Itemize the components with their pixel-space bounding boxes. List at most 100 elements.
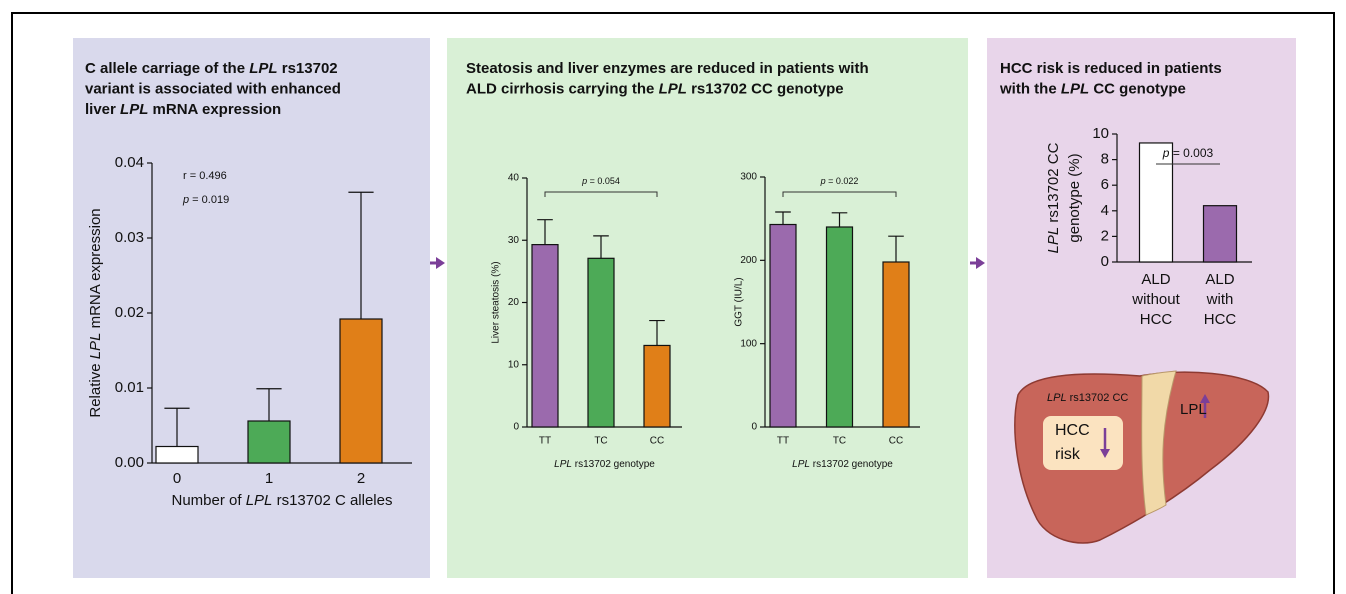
y-tick-label: 0 (1101, 253, 1109, 270)
panel-heading-run: C allele carriage of the (85, 60, 249, 77)
y-axis-label: Liver steatosis (%) (491, 261, 502, 343)
y-axis-label-run: mRNA expression (87, 208, 104, 332)
panel-heading: variant is associated with enhanced (85, 80, 341, 97)
y-axis-label-run: LPL (1045, 227, 1062, 254)
p-value: p = 0.003 (1162, 146, 1214, 160)
y-tick-label: 200 (740, 255, 757, 266)
p-value-run: = 0.003 (1169, 146, 1213, 160)
panel-heading: liver LPL mRNA expression (85, 101, 281, 118)
x-tick-label: HCC (1140, 311, 1173, 328)
panel-heading: HCC risk is reduced in patients (1000, 60, 1222, 77)
x-tick-label: TC (833, 436, 846, 447)
panel-heading: C allele carriage of the LPL rs13702 (85, 60, 338, 77)
annotation: r = 0.496 (183, 170, 227, 182)
y-tick-label: 0.03 (115, 229, 144, 246)
panel-heading: ALD cirrhosis carrying the LPL rs13702 C… (466, 80, 844, 97)
y-tick-label: 10 (1092, 125, 1109, 142)
x-axis-label-run: LPL (554, 459, 572, 470)
illustration-label: LPL rs13702 CC (1047, 392, 1128, 404)
illustration-label: risk (1055, 446, 1081, 463)
y-axis-label-run: rs13702 CC (1045, 142, 1062, 226)
y-tick-label: 6 (1101, 176, 1109, 193)
y-axis-label-run: LPL (87, 333, 104, 360)
page: C allele carriage of the LPL rs13702 vari… (0, 0, 1346, 594)
y-tick-label: 0.04 (115, 154, 144, 171)
p-value-run: = 0.022 (826, 176, 859, 186)
p-value: p = 0.054 (581, 176, 620, 186)
x-tick-label: TT (777, 436, 789, 447)
bar (340, 319, 382, 463)
x-axis-label-run: LPL (246, 492, 273, 509)
bar (532, 245, 558, 427)
bar (248, 421, 290, 463)
panel-heading-run: ALD cirrhosis carrying the (466, 80, 659, 97)
y-tick-label: 20 (508, 297, 520, 308)
x-tick-label: with (1206, 291, 1234, 308)
y-tick-label: 0.02 (115, 304, 144, 321)
panel-heading-run: LPL (1061, 80, 1089, 97)
x-tick-label: CC (889, 436, 903, 447)
y-axis-label: Relative LPL mRNA expression (87, 208, 104, 417)
graphical-abstract: C allele carriage of the LPL rs13702 vari… (0, 0, 1346, 594)
y-axis-label: GGT (IU/L) (734, 277, 745, 326)
p-value: p = 0.022 (820, 176, 859, 186)
bar (827, 227, 853, 427)
panel-heading-run: rs13702 (278, 60, 338, 77)
panel-heading-run: LPL (659, 80, 687, 97)
annotation: p = 0.019 (182, 194, 229, 206)
panel-heading: Steatosis and liver enzymes are reduced … (466, 60, 869, 77)
y-axis-label: LPL rs13702 CC (1045, 142, 1062, 253)
x-tick-label: 1 (265, 470, 273, 487)
panel-heading: with the LPL CC genotype (999, 80, 1186, 97)
panel-heading-run: with the (999, 80, 1061, 97)
x-tick-label: 2 (357, 470, 365, 487)
bar (1140, 143, 1173, 262)
bar (156, 447, 198, 464)
x-tick-label: 0 (173, 470, 181, 487)
x-tick-label: ALD (1141, 271, 1170, 288)
arrow (430, 257, 445, 269)
y-tick-label: 0.01 (115, 379, 144, 396)
y-tick-label: 30 (508, 235, 520, 246)
y-axis-label-run: Relative (87, 359, 104, 417)
illustration-label-run: rs13702 CC (1067, 392, 1129, 404)
panel-heading-run: liver (85, 101, 120, 118)
x-tick-label: CC (650, 436, 664, 447)
y-tick-label: 4 (1101, 202, 1109, 219)
bar (644, 345, 670, 427)
x-axis-label-run: rs13702 C alleles (272, 492, 392, 509)
y-tick-label: 0 (513, 422, 519, 433)
y-axis-label: genotype (%) (1066, 153, 1083, 242)
y-tick-label: 2 (1101, 227, 1109, 244)
x-axis-label: LPL rs13702 genotype (554, 459, 655, 470)
y-tick-label: 8 (1101, 151, 1109, 168)
arrow (970, 257, 985, 269)
y-tick-label: 100 (740, 338, 757, 349)
bar (1204, 206, 1237, 262)
bar (883, 262, 909, 427)
illustration-label: LPL (1180, 401, 1207, 418)
x-axis-label-run: Number of (172, 492, 246, 509)
x-tick-label: without (1131, 291, 1180, 308)
y-tick-label: 0.00 (115, 454, 144, 471)
panel-heading-run: mRNA expression (148, 101, 281, 118)
x-tick-label: ALD (1205, 271, 1234, 288)
panel-heading-run: CC genotype (1089, 80, 1186, 97)
y-tick-label: 10 (508, 359, 520, 370)
y-tick-label: 300 (740, 172, 757, 183)
x-tick-label: HCC (1204, 311, 1237, 328)
x-tick-label: TC (594, 436, 607, 447)
p-value-run: = 0.054 (587, 176, 620, 186)
x-tick-label: TT (539, 436, 551, 447)
panel-heading-run: LPL (249, 60, 277, 77)
x-axis-label-run: rs13702 genotype (572, 459, 655, 470)
y-tick-label: 40 (508, 173, 520, 184)
x-axis-label: LPL rs13702 genotype (792, 459, 893, 470)
panel-heading-run: rs13702 CC genotype (687, 80, 844, 97)
x-axis-label-run: rs13702 genotype (810, 459, 893, 470)
x-axis-label: Number of LPL rs13702 C alleles (172, 492, 393, 509)
x-axis-label-run: LPL (792, 459, 810, 470)
annotation-run: = 0.019 (189, 194, 229, 206)
illustration-label: HCC (1055, 422, 1090, 439)
bar (770, 225, 796, 428)
